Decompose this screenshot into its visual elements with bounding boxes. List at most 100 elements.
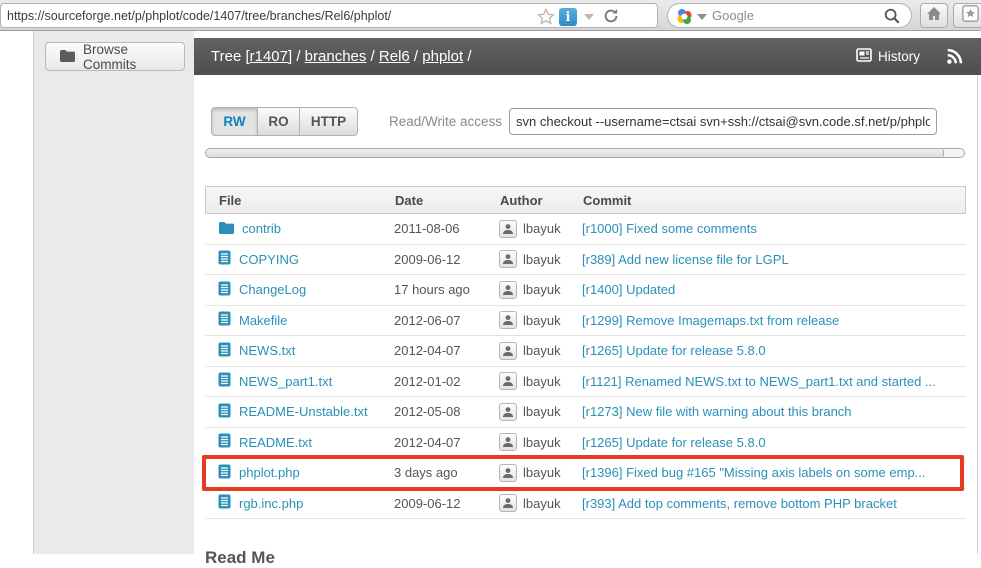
column-commit: Commit: [583, 192, 632, 208]
search-magnifier-icon[interactable]: [883, 7, 901, 30]
search-engine-google-icon[interactable]: [676, 8, 693, 30]
user-avatar-icon: [499, 280, 517, 299]
content-right-border: [977, 75, 978, 554]
author-link[interactable]: lbayuk: [523, 404, 561, 420]
readme-heading: Read Me: [205, 548, 275, 567]
url-bar[interactable]: https://sourceforge.net/p/phplot/code/14…: [0, 3, 658, 28]
search-engine-caret-icon[interactable]: [697, 14, 707, 20]
browse-commits-label: Browse Commits: [83, 41, 137, 72]
user-avatar-icon: [499, 372, 517, 391]
checkout-command-input[interactable]: [509, 108, 937, 135]
table-row: NEWS_part1.txt 2012-01-02 lbayuk [r1121]…: [205, 367, 966, 397]
table-row: COPYING 2009-06-12 lbayuk [r389] Add new…: [205, 245, 966, 275]
file-icon: [218, 250, 231, 268]
file-link[interactable]: phplot.php: [239, 465, 300, 481]
table-row: ChangeLog 17 hours ago lbayuk [r1400] Up…: [205, 275, 966, 306]
access-tab-ro[interactable]: RO: [258, 107, 300, 136]
user-avatar-icon: [499, 463, 517, 482]
file-date: 2009-06-12: [394, 495, 461, 511]
user-avatar-icon: [499, 250, 517, 269]
url-text: https://sourceforge.net/p/phplot/code/14…: [7, 9, 392, 23]
file-link[interactable]: README-Unstable.txt: [239, 404, 368, 420]
page-content: Browse Commits Tree [r1407] / branches /…: [0, 31, 981, 567]
file-date: 2012-06-07: [394, 312, 461, 328]
commit-link[interactable]: [r1265] Update for release 5.8.0: [582, 434, 766, 450]
author-link[interactable]: lbayuk: [523, 465, 561, 481]
file-date: 2011-08-06: [394, 221, 460, 237]
access-tab-rw[interactable]: RW: [211, 107, 258, 136]
file-date: 2012-04-07: [394, 343, 461, 359]
file-icon: [218, 281, 231, 299]
commit-link[interactable]: [r1396] Fixed bug #165 "Missing axis lab…: [582, 465, 926, 481]
file-link[interactable]: Makefile: [239, 312, 288, 328]
access-type-switcher: RW RO HTTP: [211, 107, 358, 136]
commit-link[interactable]: [r1265] Update for release 5.8.0: [582, 343, 766, 359]
browse-commits-button[interactable]: Browse Commits: [45, 41, 185, 72]
breadcrumb-link[interactable]: phplot: [422, 48, 464, 65]
user-avatar-icon: [499, 494, 517, 513]
home-button[interactable]: [920, 3, 948, 28]
file-date: 2012-01-02: [394, 373, 461, 389]
column-author: Author: [500, 192, 543, 208]
file-link[interactable]: NEWS.txt: [239, 343, 296, 359]
commit-link[interactable]: [r393] Add top comments, remove bottom P…: [582, 495, 897, 511]
table-row: README-Unstable.txt 2012-05-08 lbayuk [r…: [205, 397, 966, 428]
file-table: File Date Author Commit contrib 2011-08-…: [202, 186, 966, 519]
file-icon: [218, 464, 231, 482]
bookmark-dropdown-caret-icon[interactable]: [584, 14, 594, 20]
commit-link[interactable]: [r1121] Renamed NEWS.txt to NEWS_part1.t…: [582, 373, 936, 389]
author-link[interactable]: lbayuk: [523, 221, 561, 237]
author-link[interactable]: lbayuk: [523, 251, 561, 267]
horizontal-scrollbar: [205, 148, 965, 158]
table-header: File Date Author Commit: [205, 186, 966, 214]
file-icon: [218, 403, 231, 421]
rss-feed-icon[interactable]: [946, 48, 963, 65]
folder-icon: [218, 221, 234, 237]
breadcrumb-link[interactable]: branches: [304, 48, 367, 65]
file-link[interactable]: COPYING: [239, 251, 299, 267]
user-avatar-icon: [499, 433, 517, 452]
search-engine-label: Google: [712, 8, 754, 23]
file-link[interactable]: contrib: [242, 221, 282, 237]
tree-header: Tree [r1407] / branches / Rel6 / phplot …: [194, 38, 981, 75]
file-date: 17 hours ago: [394, 282, 470, 298]
table-row: rgb.inc.php 2009-06-12 lbayuk [r393] Add…: [205, 489, 966, 519]
bookmarks-panel-button[interactable]: [953, 3, 981, 28]
file-link[interactable]: NEWS_part1.txt: [239, 373, 333, 389]
commit-link[interactable]: [r1400] Updated: [582, 282, 676, 298]
file-link[interactable]: rgb.inc.php: [239, 495, 304, 511]
author-link[interactable]: lbayuk: [523, 495, 561, 511]
bookmark-star-icon[interactable]: [536, 7, 556, 31]
table-row: phplot.php 3 days ago lbayuk [r1396] Fix…: [202, 455, 966, 491]
breadcrumb-link[interactable]: [r1407]: [245, 48, 293, 65]
access-tab-http[interactable]: HTTP: [300, 107, 358, 136]
table-body: contrib 2011-08-06 lbayuk [r1000] Fixed …: [202, 214, 966, 519]
file-link[interactable]: README.txt: [239, 434, 312, 450]
user-avatar-icon: [499, 311, 517, 330]
author-link[interactable]: lbayuk: [523, 434, 561, 450]
commit-link[interactable]: [r389] Add new license file for LGPL: [582, 251, 789, 267]
breadcrumb-link[interactable]: Rel6: [378, 48, 410, 65]
identity-icon[interactable]: i: [559, 8, 577, 26]
column-file: File: [219, 192, 242, 208]
author-link[interactable]: lbayuk: [523, 343, 561, 359]
author-link[interactable]: lbayuk: [523, 282, 561, 298]
commit-link[interactable]: [r1299] Remove Imagemaps.txt from releas…: [582, 312, 840, 328]
history-link[interactable]: History: [856, 48, 920, 65]
history-icon: [856, 48, 872, 65]
commit-link[interactable]: [r1273] New file with warning about this…: [582, 404, 852, 420]
file-link[interactable]: ChangeLog: [239, 282, 307, 298]
browser-toolbar: https://sourceforge.net/p/phplot/code/14…: [0, 0, 981, 31]
author-link[interactable]: lbayuk: [523, 312, 561, 328]
scrollbar-thumb[interactable]: [206, 149, 944, 157]
access-label: Read/Write access: [389, 114, 503, 129]
search-box[interactable]: Google: [667, 3, 912, 28]
table-row: Makefile 2012-06-07 lbayuk [r1299] Remov…: [205, 306, 966, 336]
user-avatar-icon: [499, 402, 517, 421]
commit-link[interactable]: [r1000] Fixed some comments: [582, 221, 757, 237]
user-avatar-icon: [499, 219, 517, 238]
author-link[interactable]: lbayuk: [523, 373, 561, 389]
file-date: 2012-04-07: [394, 434, 461, 450]
table-row: NEWS.txt 2012-04-07 lbayuk [r1265] Updat…: [205, 336, 966, 367]
reload-icon[interactable]: [602, 7, 620, 30]
